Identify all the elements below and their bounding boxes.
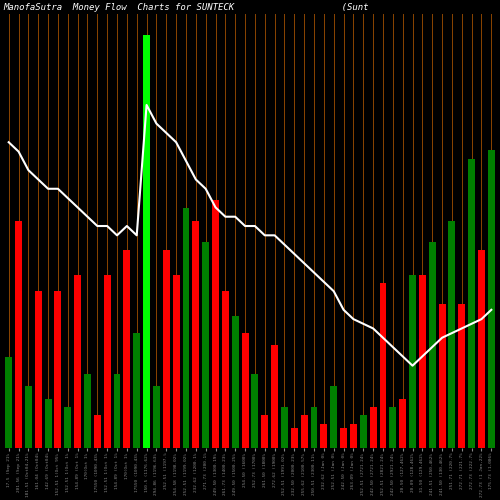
Bar — [429, 242, 436, 448]
Bar — [409, 274, 416, 448]
Bar — [458, 304, 465, 448]
Bar — [360, 416, 366, 448]
Bar — [350, 424, 357, 448]
Bar — [242, 332, 248, 448]
Bar — [163, 250, 170, 448]
Bar — [104, 274, 110, 448]
Bar — [448, 221, 456, 448]
Bar — [281, 407, 288, 449]
Bar — [25, 386, 32, 448]
Bar — [74, 274, 81, 448]
Bar — [380, 283, 386, 448]
Bar — [124, 250, 130, 448]
Bar — [488, 150, 495, 449]
Text: ManofaSutra  Money Flow  Charts for SUNTECK                    (Sunt            : ManofaSutra Money Flow Charts for SUNTEC… — [3, 3, 500, 12]
Bar — [252, 374, 258, 448]
Bar — [172, 274, 180, 448]
Bar — [330, 386, 337, 448]
Bar — [94, 416, 101, 448]
Bar — [143, 34, 150, 449]
Bar — [478, 250, 485, 448]
Bar — [320, 424, 328, 448]
Bar — [390, 407, 396, 449]
Bar — [35, 291, 42, 448]
Bar — [5, 358, 12, 448]
Bar — [114, 374, 120, 448]
Bar — [134, 332, 140, 448]
Bar — [340, 428, 347, 448]
Bar — [44, 399, 52, 448]
Bar — [310, 407, 318, 449]
Bar — [15, 221, 22, 448]
Bar — [399, 399, 406, 448]
Bar — [291, 428, 298, 448]
Bar — [271, 345, 278, 449]
Bar — [262, 416, 268, 448]
Bar — [419, 274, 426, 448]
Bar — [54, 291, 62, 448]
Bar — [232, 316, 238, 448]
Bar — [64, 407, 71, 449]
Bar — [182, 208, 190, 448]
Bar — [212, 200, 219, 448]
Bar — [370, 407, 376, 449]
Bar — [153, 386, 160, 448]
Bar — [202, 242, 209, 448]
Bar — [222, 291, 229, 448]
Bar — [468, 159, 475, 448]
Bar — [300, 416, 308, 448]
Bar — [192, 221, 200, 448]
Bar — [84, 374, 91, 448]
Bar — [438, 304, 446, 448]
